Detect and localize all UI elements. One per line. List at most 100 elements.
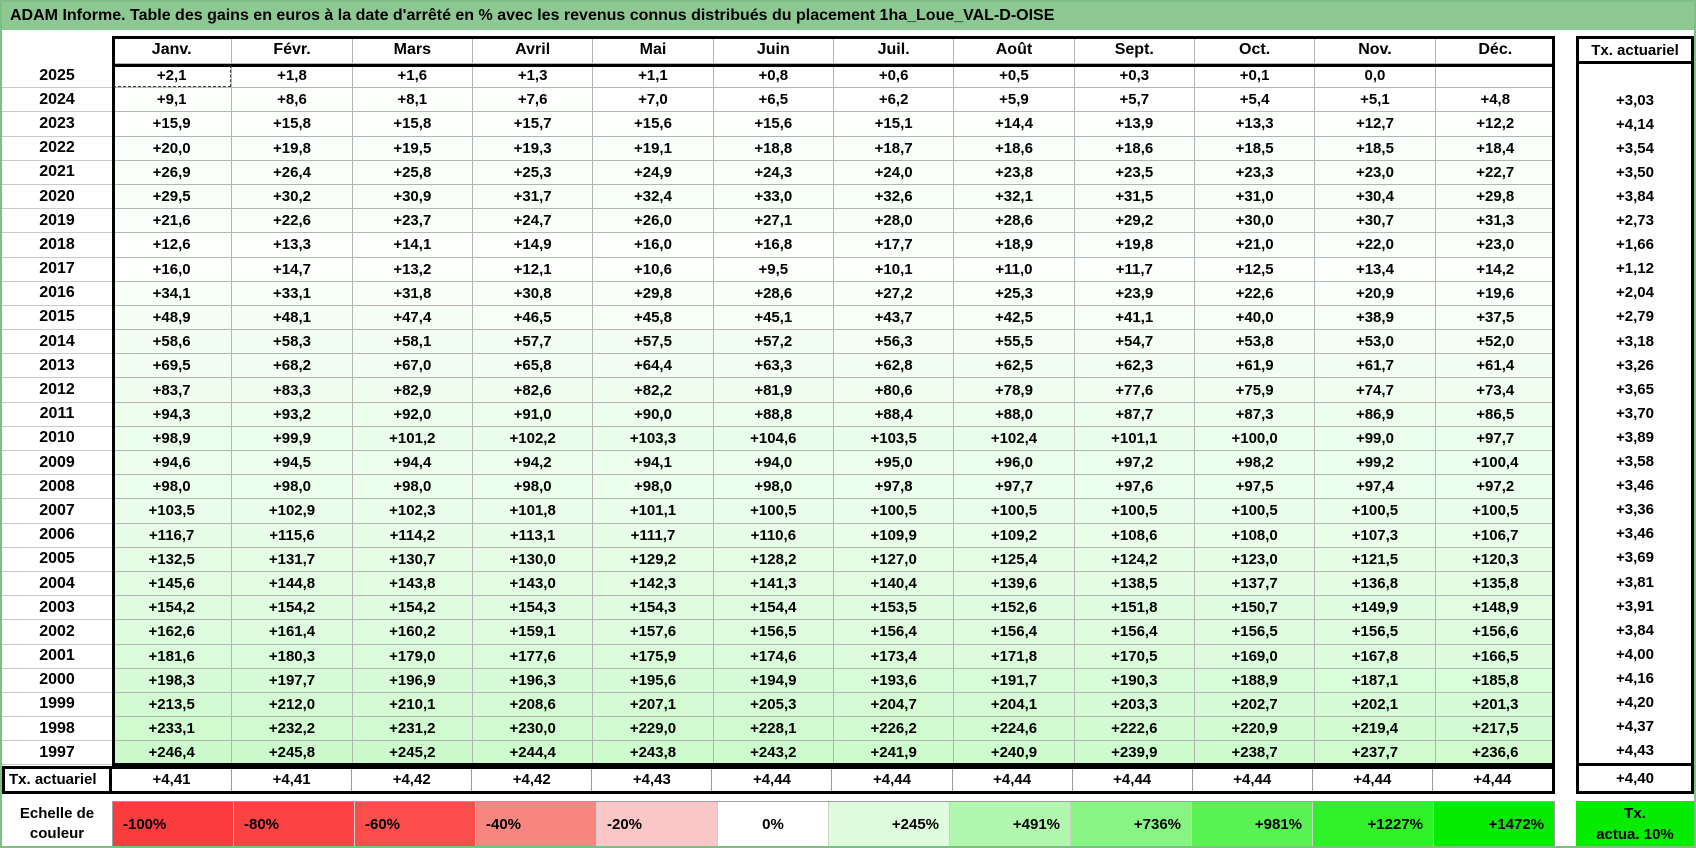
gain-cell[interactable]: +198,3 xyxy=(112,668,233,693)
legend-swatch[interactable]: -60% xyxy=(355,802,476,846)
year-cell[interactable]: 1999 xyxy=(2,692,112,718)
gain-cell[interactable]: +137,7 xyxy=(1194,571,1316,597)
gain-cell[interactable]: +15,8 xyxy=(232,112,353,137)
gain-cell[interactable]: +97,2 xyxy=(1435,475,1555,500)
gain-cell[interactable]: +141,3 xyxy=(713,571,834,597)
gain-cell[interactable]: +156,5 xyxy=(1315,620,1436,645)
gain-cell[interactable]: +170,5 xyxy=(1074,644,1195,669)
legend-swatch[interactable]: +736% xyxy=(1071,802,1192,846)
gain-cell[interactable]: +98,0 xyxy=(472,475,594,500)
tx-actuariel-value[interactable]: +3,46 xyxy=(1616,525,1654,543)
gain-cell[interactable]: +25,3 xyxy=(472,160,594,185)
month-header-cell[interactable]: Févr. xyxy=(232,36,353,64)
gain-cell[interactable]: +15,9 xyxy=(112,112,233,137)
gain-cell[interactable]: +246,4 xyxy=(112,741,233,766)
gain-cell[interactable]: +240,9 xyxy=(954,741,1075,766)
year-cell[interactable]: 2003 xyxy=(2,596,112,621)
gain-cell[interactable]: +100,0 xyxy=(1194,426,1316,451)
gain-cell[interactable]: +68,2 xyxy=(232,354,353,379)
gain-cell[interactable]: +54,7 xyxy=(1074,330,1195,355)
gain-cell[interactable]: +94,2 xyxy=(472,451,594,476)
gain-cell[interactable]: +18,7 xyxy=(833,136,955,161)
gain-cell[interactable]: +104,6 xyxy=(713,426,834,451)
gain-cell[interactable]: +62,8 xyxy=(833,354,955,379)
legend-swatch[interactable]: +1472% xyxy=(1434,802,1554,846)
year-cell[interactable]: 2004 xyxy=(2,571,112,597)
gain-cell[interactable]: +16,0 xyxy=(593,233,714,258)
gain-cell[interactable]: +81,9 xyxy=(713,378,834,403)
gain-cell[interactable]: +233,1 xyxy=(112,717,233,742)
gain-cell[interactable]: +10,1 xyxy=(833,257,955,282)
gain-cell[interactable]: +222,6 xyxy=(1074,717,1195,742)
gain-cell[interactable]: +32,6 xyxy=(833,184,955,210)
gain-cell[interactable]: +130,7 xyxy=(352,547,473,572)
month-header-cell[interactable]: Sept. xyxy=(1074,36,1195,64)
gain-cell[interactable]: +75,9 xyxy=(1194,378,1316,403)
gain-cell[interactable]: +30,8 xyxy=(472,281,594,306)
gain-cell[interactable]: +102,3 xyxy=(352,499,473,524)
tx-actuariel-value[interactable]: +3,26 xyxy=(1616,356,1654,374)
gain-cell[interactable]: +94,4 xyxy=(352,451,473,476)
gain-cell[interactable]: +8,6 xyxy=(232,88,353,113)
gain-cell[interactable]: +154,3 xyxy=(593,596,714,621)
gain-cell[interactable]: +99,9 xyxy=(232,426,353,451)
gain-cell[interactable]: +25,3 xyxy=(954,281,1075,306)
gain-cell[interactable]: +9,1 xyxy=(112,88,233,113)
gain-cell[interactable]: +74,7 xyxy=(1315,378,1436,403)
tx-actuariel-month-cell[interactable]: +4,41 xyxy=(112,768,233,791)
gain-cell[interactable]: +101,1 xyxy=(593,499,714,524)
gain-cell[interactable]: +62,5 xyxy=(954,354,1075,379)
gain-cell[interactable]: +208,6 xyxy=(472,692,594,718)
gain-cell[interactable]: +22,6 xyxy=(1194,281,1316,306)
gain-cell[interactable]: +110,6 xyxy=(713,523,834,548)
gain-cell[interactable]: +113,1 xyxy=(472,523,594,548)
year-cell[interactable]: 2008 xyxy=(2,475,112,500)
gain-cell[interactable]: +98,9 xyxy=(112,426,233,451)
gain-cell[interactable]: +97,6 xyxy=(1074,475,1195,500)
gain-cell[interactable]: +159,1 xyxy=(472,620,594,645)
gain-cell[interactable]: +243,8 xyxy=(593,741,714,766)
gain-cell[interactable]: +62,3 xyxy=(1074,354,1195,379)
gain-cell[interactable]: +156,5 xyxy=(1194,620,1316,645)
gain-cell[interactable]: +29,5 xyxy=(112,184,233,210)
gain-cell[interactable]: +31,3 xyxy=(1435,209,1555,234)
gain-cell[interactable]: +181,6 xyxy=(112,644,233,669)
gain-cell[interactable]: +13,9 xyxy=(1074,112,1195,137)
tx-actuariel-value[interactable]: +3,18 xyxy=(1616,332,1654,350)
gain-cell[interactable]: +101,2 xyxy=(352,426,473,451)
gain-cell[interactable]: +32,4 xyxy=(593,184,714,210)
gain-cell[interactable]: +5,9 xyxy=(954,88,1075,113)
gain-cell[interactable]: +127,0 xyxy=(833,547,955,572)
gain-cell[interactable]: +33,0 xyxy=(713,184,834,210)
gain-cell[interactable]: +15,6 xyxy=(713,112,834,137)
gain-cell[interactable]: +100,5 xyxy=(1435,499,1555,524)
tx-actuariel-value[interactable]: +1,12 xyxy=(1616,260,1654,278)
gain-cell[interactable]: +88,0 xyxy=(954,402,1075,427)
gain-cell[interactable]: +41,1 xyxy=(1074,305,1195,331)
gain-cell[interactable]: +94,3 xyxy=(112,402,233,427)
gain-cell[interactable]: +239,9 xyxy=(1074,741,1195,766)
gain-cell[interactable]: +1,6 xyxy=(352,64,473,89)
gain-cell[interactable]: +100,5 xyxy=(833,499,955,524)
tx-actuariel-value[interactable]: +4,00 xyxy=(1616,645,1654,663)
gain-cell[interactable]: +19,8 xyxy=(1074,233,1195,258)
gain-cell[interactable]: +202,7 xyxy=(1194,692,1316,718)
gain-cell[interactable]: +108,6 xyxy=(1074,523,1195,548)
gain-cell[interactable]: +0,1 xyxy=(1194,64,1316,89)
gain-cell[interactable]: +167,8 xyxy=(1315,644,1436,669)
gain-cell[interactable]: +48,9 xyxy=(112,305,233,331)
gain-cell[interactable]: +5,7 xyxy=(1074,88,1195,113)
gain-cell[interactable]: +26,9 xyxy=(112,160,233,185)
legend-swatch[interactable]: -20% xyxy=(597,802,718,846)
gain-cell[interactable]: +0,5 xyxy=(954,64,1075,89)
gain-cell[interactable]: +86,5 xyxy=(1435,402,1555,427)
gain-cell[interactable]: +100,5 xyxy=(1074,499,1195,524)
year-cell[interactable]: 2013 xyxy=(2,354,112,379)
tx-actuariel-month-cell[interactable]: +4,44 xyxy=(1313,768,1433,791)
gain-cell[interactable]: +1,1 xyxy=(593,64,714,89)
gain-cell[interactable]: +19,6 xyxy=(1435,281,1555,306)
gain-cell[interactable]: +98,0 xyxy=(352,475,473,500)
gain-cell[interactable]: +40,0 xyxy=(1194,305,1316,331)
gain-cell[interactable]: +53,8 xyxy=(1194,330,1316,355)
month-header-cell[interactable]: Janv. xyxy=(112,36,233,64)
